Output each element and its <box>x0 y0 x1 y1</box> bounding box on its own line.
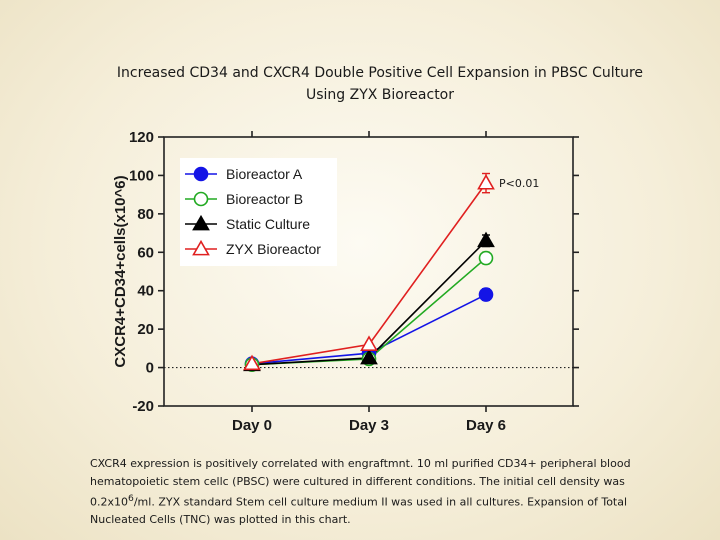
data-point-static-culture <box>360 348 378 365</box>
y-tick-label: 100 <box>129 167 154 184</box>
data-point-zyx-bioreactor <box>243 354 261 371</box>
y-tick-label: 20 <box>137 321 154 338</box>
legend-label-bioreactor-a: Bioreactor A <box>226 166 303 182</box>
y-tick-label: 80 <box>137 206 154 223</box>
data-point-static-culture <box>477 231 495 248</box>
data-point-zyx-bioreactor <box>360 335 378 351</box>
y-tick-label: 0 <box>146 360 154 377</box>
legend-marker-bioreactor-a <box>193 166 209 182</box>
y-tick-label: 60 <box>137 244 154 261</box>
legend-label-zyx-bioreactor: ZYX Bioreactor <box>226 241 321 257</box>
legend-label-bioreactor-b: Bioreactor B <box>226 191 303 207</box>
legend-marker-bioreactor-b <box>193 191 209 207</box>
significance-annotation: P<0.01 <box>499 177 539 190</box>
caption-text-1: CXCR4 expression is positively correlate… <box>90 457 631 509</box>
data-point-bioreactor-a <box>478 287 494 302</box>
legend-label-static-culture: Static Culture <box>226 216 310 232</box>
x-tick-label: Day 6 <box>466 417 506 434</box>
caption-text-2: /ml. ZYX standard Stem cell culture medi… <box>90 495 628 527</box>
chart-title-line1: Increased CD34 and CXCR4 Double Positive… <box>116 65 644 81</box>
caption-superscript: 6 <box>128 493 134 504</box>
y-axis-label: CXCR4+CD34+cells(x10^6) <box>112 175 129 367</box>
legend-marker-static-culture <box>192 214 210 231</box>
data-point-zyx-bioreactor <box>477 174 495 190</box>
x-tick-label: Day 0 <box>232 417 272 434</box>
chart-title-line2: Using ZYX Bioreactor <box>305 87 455 103</box>
legend-marker-zyx-bioreactor <box>192 239 210 256</box>
y-tick-label: 120 <box>129 129 154 146</box>
chart-title: Increased CD34 and CXCR4 Double Positive… <box>100 62 660 106</box>
x-tick-label: Day 3 <box>349 417 389 434</box>
data-point-bioreactor-b <box>478 250 494 266</box>
y-tick-label: -20 <box>132 398 154 415</box>
y-tick-label: 40 <box>137 283 154 300</box>
chart-caption: CXCR4 expression is positively correlate… <box>90 455 670 529</box>
